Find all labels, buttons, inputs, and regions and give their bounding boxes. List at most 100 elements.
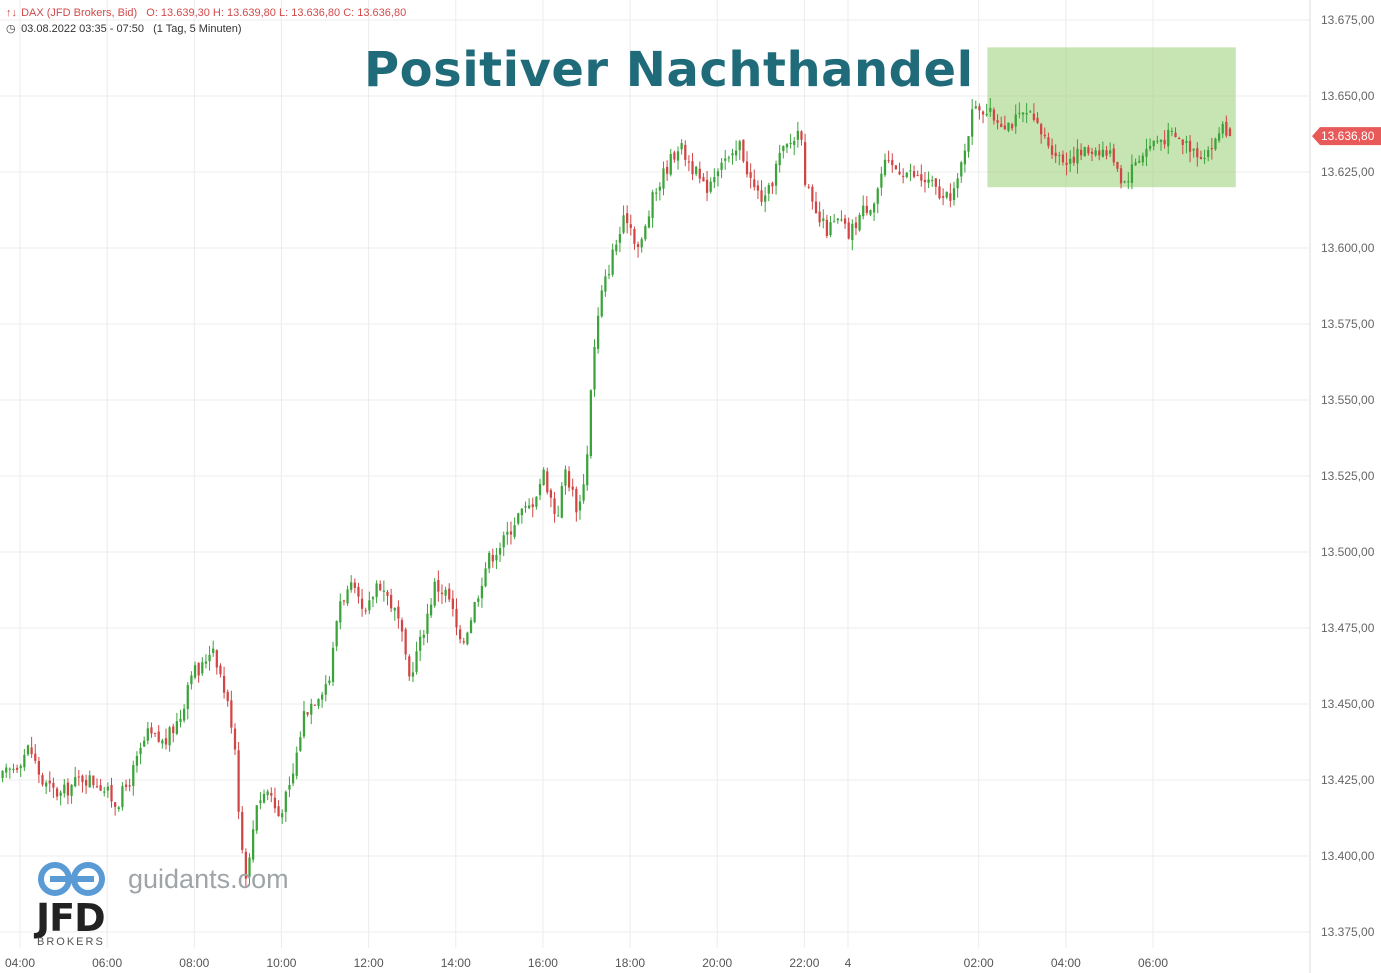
candle-body	[328, 680, 331, 684]
candle-body	[212, 648, 215, 654]
candle-body	[978, 106, 981, 111]
axes-layer: 13.675,00 13.650,00 13.625,00 13.600,00 13.5…	[5, 0, 1381, 973]
candle-body	[1029, 111, 1032, 113]
candle-body	[1014, 114, 1017, 127]
jfd-brokers-logo: JFD BROKERS	[36, 858, 116, 950]
candle-body	[727, 157, 730, 159]
candle-body	[742, 139, 745, 162]
candle-body	[139, 747, 142, 755]
candle-body	[1167, 129, 1170, 147]
candle-body	[1185, 141, 1188, 143]
candlestick-icon: ↑↓	[6, 7, 17, 19]
candle-body	[796, 130, 799, 140]
candle-body	[887, 160, 890, 162]
candle-body	[63, 784, 66, 794]
candle-body	[513, 525, 516, 537]
candle-body	[651, 192, 654, 218]
candle-body	[912, 171, 916, 177]
candle-body	[284, 791, 287, 812]
candle-body	[731, 153, 734, 156]
candle-body	[74, 777, 77, 787]
candle-body	[390, 595, 393, 609]
candle-body	[37, 761, 41, 775]
candle-body	[266, 791, 269, 796]
candle-body	[88, 775, 91, 788]
candle-body	[1, 770, 4, 779]
candle-body	[531, 504, 534, 508]
candle-body	[1181, 139, 1184, 145]
y-tick-label: 13.550,00	[1321, 393, 1375, 407]
candle-body	[5, 767, 8, 773]
instrument-name: DAX (JFD Brokers, Bid)	[21, 7, 138, 19]
candle-body	[55, 788, 59, 797]
candle-body	[985, 113, 988, 116]
candle-body	[542, 469, 545, 485]
candle-body	[237, 750, 240, 812]
candle-body	[299, 737, 302, 751]
x-tick-label: 06:00	[1138, 956, 1168, 970]
candle-body	[498, 548, 502, 555]
candle-body	[600, 290, 603, 317]
candle-body	[197, 663, 200, 676]
candle-body	[1025, 112, 1028, 115]
candle-body	[19, 765, 22, 769]
candle-body	[1188, 140, 1192, 152]
x-tick-label: 20:00	[702, 956, 732, 970]
candle-body	[593, 346, 596, 390]
candle-body	[1098, 150, 1101, 156]
candle-body	[862, 205, 865, 217]
candle-body	[84, 779, 88, 786]
candle-body	[1050, 145, 1054, 155]
candle-body	[255, 805, 258, 831]
candle-body	[1221, 123, 1224, 134]
candle-body	[1032, 113, 1036, 120]
candle-body	[183, 708, 186, 721]
candle-body	[564, 469, 567, 486]
candle-body	[734, 150, 738, 156]
candle-body	[375, 583, 378, 598]
candle-body	[604, 276, 607, 292]
candle-body	[989, 107, 992, 112]
highlight-layer	[987, 47, 1236, 188]
candle-body	[793, 141, 796, 145]
candle-body	[295, 752, 298, 776]
candle-body	[1079, 149, 1083, 156]
candle-body	[313, 704, 316, 706]
x-tick-label: 12:00	[354, 956, 384, 970]
x-tick-label: 18:00	[615, 956, 645, 970]
candle-body	[59, 792, 62, 796]
y-tick-label: 13.525,00	[1321, 469, 1375, 483]
candle-body	[429, 604, 433, 616]
candle-body	[814, 201, 818, 214]
candle-body	[557, 515, 560, 517]
candle-body	[996, 120, 999, 123]
candle-body	[778, 152, 781, 166]
candle-body	[517, 513, 520, 524]
candle-body	[785, 144, 789, 148]
candle-body	[811, 186, 814, 202]
candle-body	[1134, 162, 1137, 166]
candle-body	[1065, 162, 1068, 165]
candle-body	[393, 608, 396, 611]
candle-body	[633, 228, 636, 244]
candle-body	[215, 650, 218, 668]
x-tick-label: 10:00	[266, 956, 296, 970]
candle-body	[81, 775, 84, 783]
candle-body	[99, 785, 102, 791]
candle-body	[121, 786, 124, 808]
candle-body	[440, 592, 444, 595]
candle-body	[30, 747, 33, 755]
candle-body	[335, 621, 338, 647]
candle-body	[310, 703, 313, 715]
candle-body	[684, 144, 687, 160]
candle-body	[858, 214, 861, 231]
candle-body	[1018, 112, 1021, 114]
candle-body	[538, 484, 542, 496]
guidants-watermark: guidants.com	[128, 864, 289, 894]
candle-body	[186, 684, 189, 709]
candle-body	[66, 782, 70, 796]
candle-body	[12, 768, 15, 771]
candle-body	[1003, 125, 1006, 130]
candle-body	[1058, 155, 1061, 157]
